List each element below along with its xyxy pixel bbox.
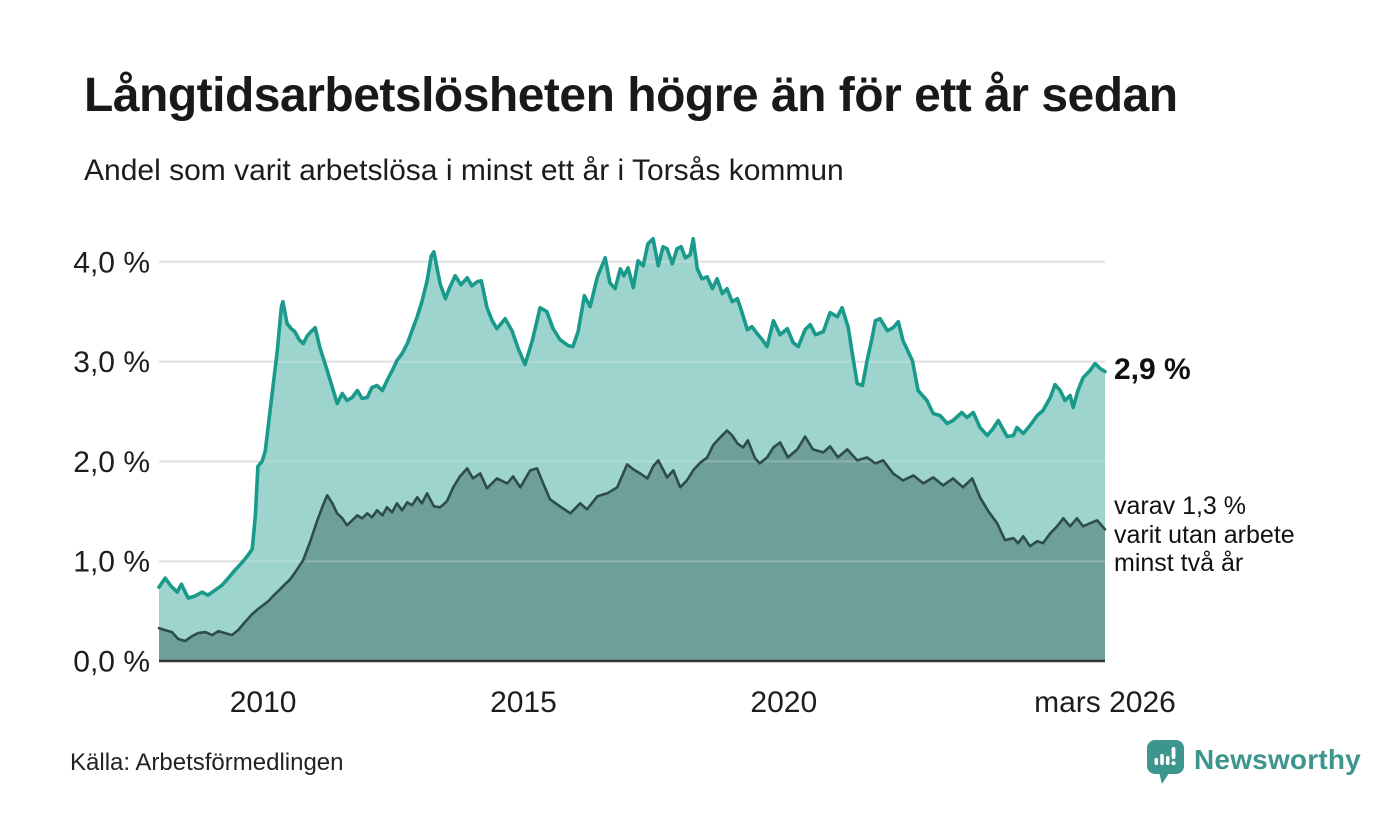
newsworthy-wordmark: Newsworthy <box>1194 744 1361 775</box>
page-title: Långtidsarbetslösheten högre än för ett … <box>84 69 1178 122</box>
secondary-annotation-line: varav 1,3 % <box>1114 492 1247 520</box>
series-2yr-area <box>159 430 1105 661</box>
x-tick-label: 2010 <box>230 686 297 719</box>
x-tick-label: 2015 <box>490 686 557 719</box>
source-label: Källa: Arbetsförmedlingen <box>70 749 344 776</box>
y-tick-label: 1,0 % <box>73 546 150 579</box>
latest-value-label: 2,9 % <box>1114 353 1191 386</box>
series-2yr-line <box>157 429 1107 643</box>
x-tick-label: 2020 <box>750 686 817 719</box>
x-tick-label: mars 2026 <box>1034 686 1176 719</box>
newsworthy-logo: Newsworthy <box>1146 739 1361 787</box>
y-tick-label: 4,0 % <box>73 246 150 279</box>
newsworthy-icon <box>1147 740 1184 784</box>
series-1yr-line <box>157 237 1107 600</box>
secondary-value-annotation: varav 1,3 % varit utan arbete minst två år <box>1114 492 1295 578</box>
y-tick-label: 0,0 % <box>73 646 150 679</box>
page-subtitle: Andel som varit arbetslösa i minst ett å… <box>84 154 844 187</box>
y-tick-label: 2,0 % <box>73 446 150 479</box>
secondary-annotation-line: varit utan arbete <box>1114 520 1295 549</box>
y-tick-label: 3,0 % <box>73 346 150 379</box>
secondary-annotation-line: minst två år <box>1114 549 1244 577</box>
